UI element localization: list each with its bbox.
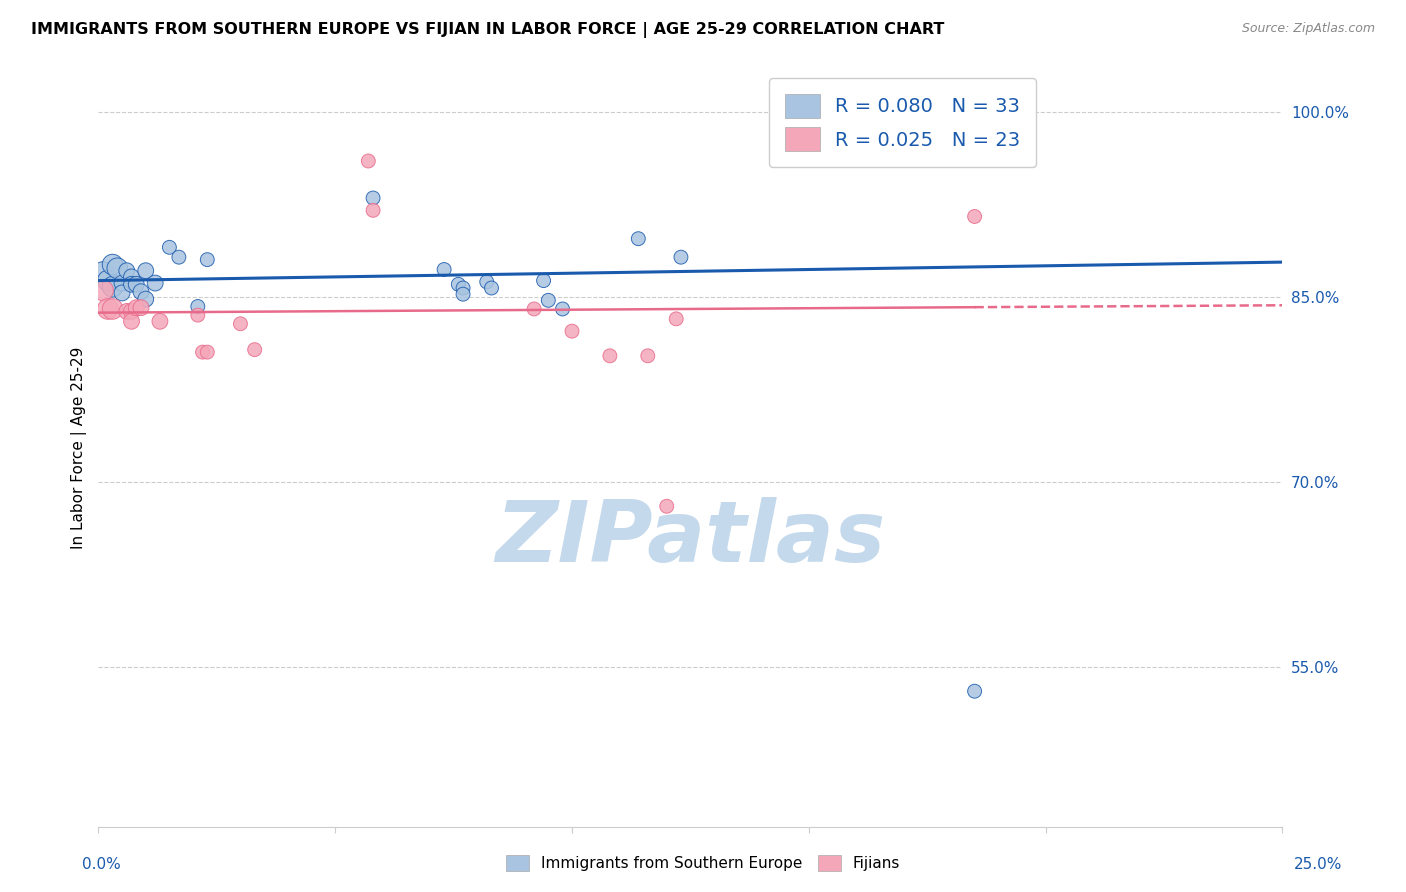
Point: [187, 308, 209, 322]
Point: [361, 191, 384, 205]
Legend: Immigrants from Southern Europe, Fijians: Immigrants from Southern Europe, Fijians: [499, 849, 907, 877]
Point: [361, 203, 384, 218]
Point: [149, 314, 172, 328]
Point: [523, 301, 546, 316]
Point: [669, 250, 692, 264]
Point: [551, 301, 574, 316]
Point: [111, 285, 134, 300]
Text: 25.0%: 25.0%: [1295, 857, 1343, 872]
Point: [537, 293, 560, 308]
Point: [481, 281, 503, 295]
Point: [121, 304, 143, 318]
Point: [357, 153, 380, 168]
Point: [447, 277, 470, 292]
Point: [451, 287, 474, 301]
Point: [105, 261, 128, 276]
Point: [191, 345, 214, 359]
Point: [665, 311, 688, 326]
Point: [987, 129, 1010, 144]
Point: [627, 232, 650, 246]
Point: [533, 274, 555, 288]
Point: [845, 129, 868, 144]
Point: [433, 262, 456, 277]
Point: [125, 277, 148, 292]
Point: [195, 252, 218, 267]
Point: [143, 276, 166, 290]
Point: [129, 285, 152, 299]
Point: [157, 240, 180, 254]
Point: [195, 345, 218, 359]
Point: [111, 276, 134, 290]
Point: [101, 279, 124, 293]
Point: [963, 684, 986, 698]
Point: [115, 264, 138, 278]
Point: [561, 324, 583, 338]
Text: IMMIGRANTS FROM SOUTHERN EUROPE VS FIJIAN IN LABOR FORCE | AGE 25-29 CORRELATION: IMMIGRANTS FROM SOUTHERN EUROPE VS FIJIA…: [31, 22, 945, 38]
Point: [97, 274, 120, 288]
Point: [135, 292, 157, 306]
Point: [121, 269, 143, 284]
Point: [243, 343, 266, 357]
Point: [963, 210, 986, 224]
Point: [121, 314, 143, 328]
Point: [91, 284, 114, 298]
Point: [115, 304, 138, 318]
Text: 0.0%: 0.0%: [82, 857, 121, 872]
Point: [187, 300, 209, 314]
Point: [637, 349, 659, 363]
Point: [229, 317, 252, 331]
Text: ZIPatlas: ZIPatlas: [495, 497, 886, 580]
Point: [135, 264, 157, 278]
Text: Source: ZipAtlas.com: Source: ZipAtlas.com: [1241, 22, 1375, 36]
Point: [91, 265, 114, 279]
Point: [125, 301, 148, 315]
Point: [893, 129, 915, 144]
Point: [655, 500, 678, 514]
Point: [129, 301, 152, 315]
Point: [475, 275, 498, 289]
Point: [599, 349, 621, 363]
Point: [167, 250, 190, 264]
Point: [101, 258, 124, 272]
Point: [121, 277, 143, 292]
Legend: R = 0.080   N = 33, R = 0.025   N = 23: R = 0.080 N = 33, R = 0.025 N = 23: [769, 78, 1036, 167]
Point: [451, 281, 474, 295]
Point: [101, 301, 124, 316]
Y-axis label: In Labor Force | Age 25-29: In Labor Force | Age 25-29: [72, 346, 87, 549]
Point: [97, 301, 120, 316]
